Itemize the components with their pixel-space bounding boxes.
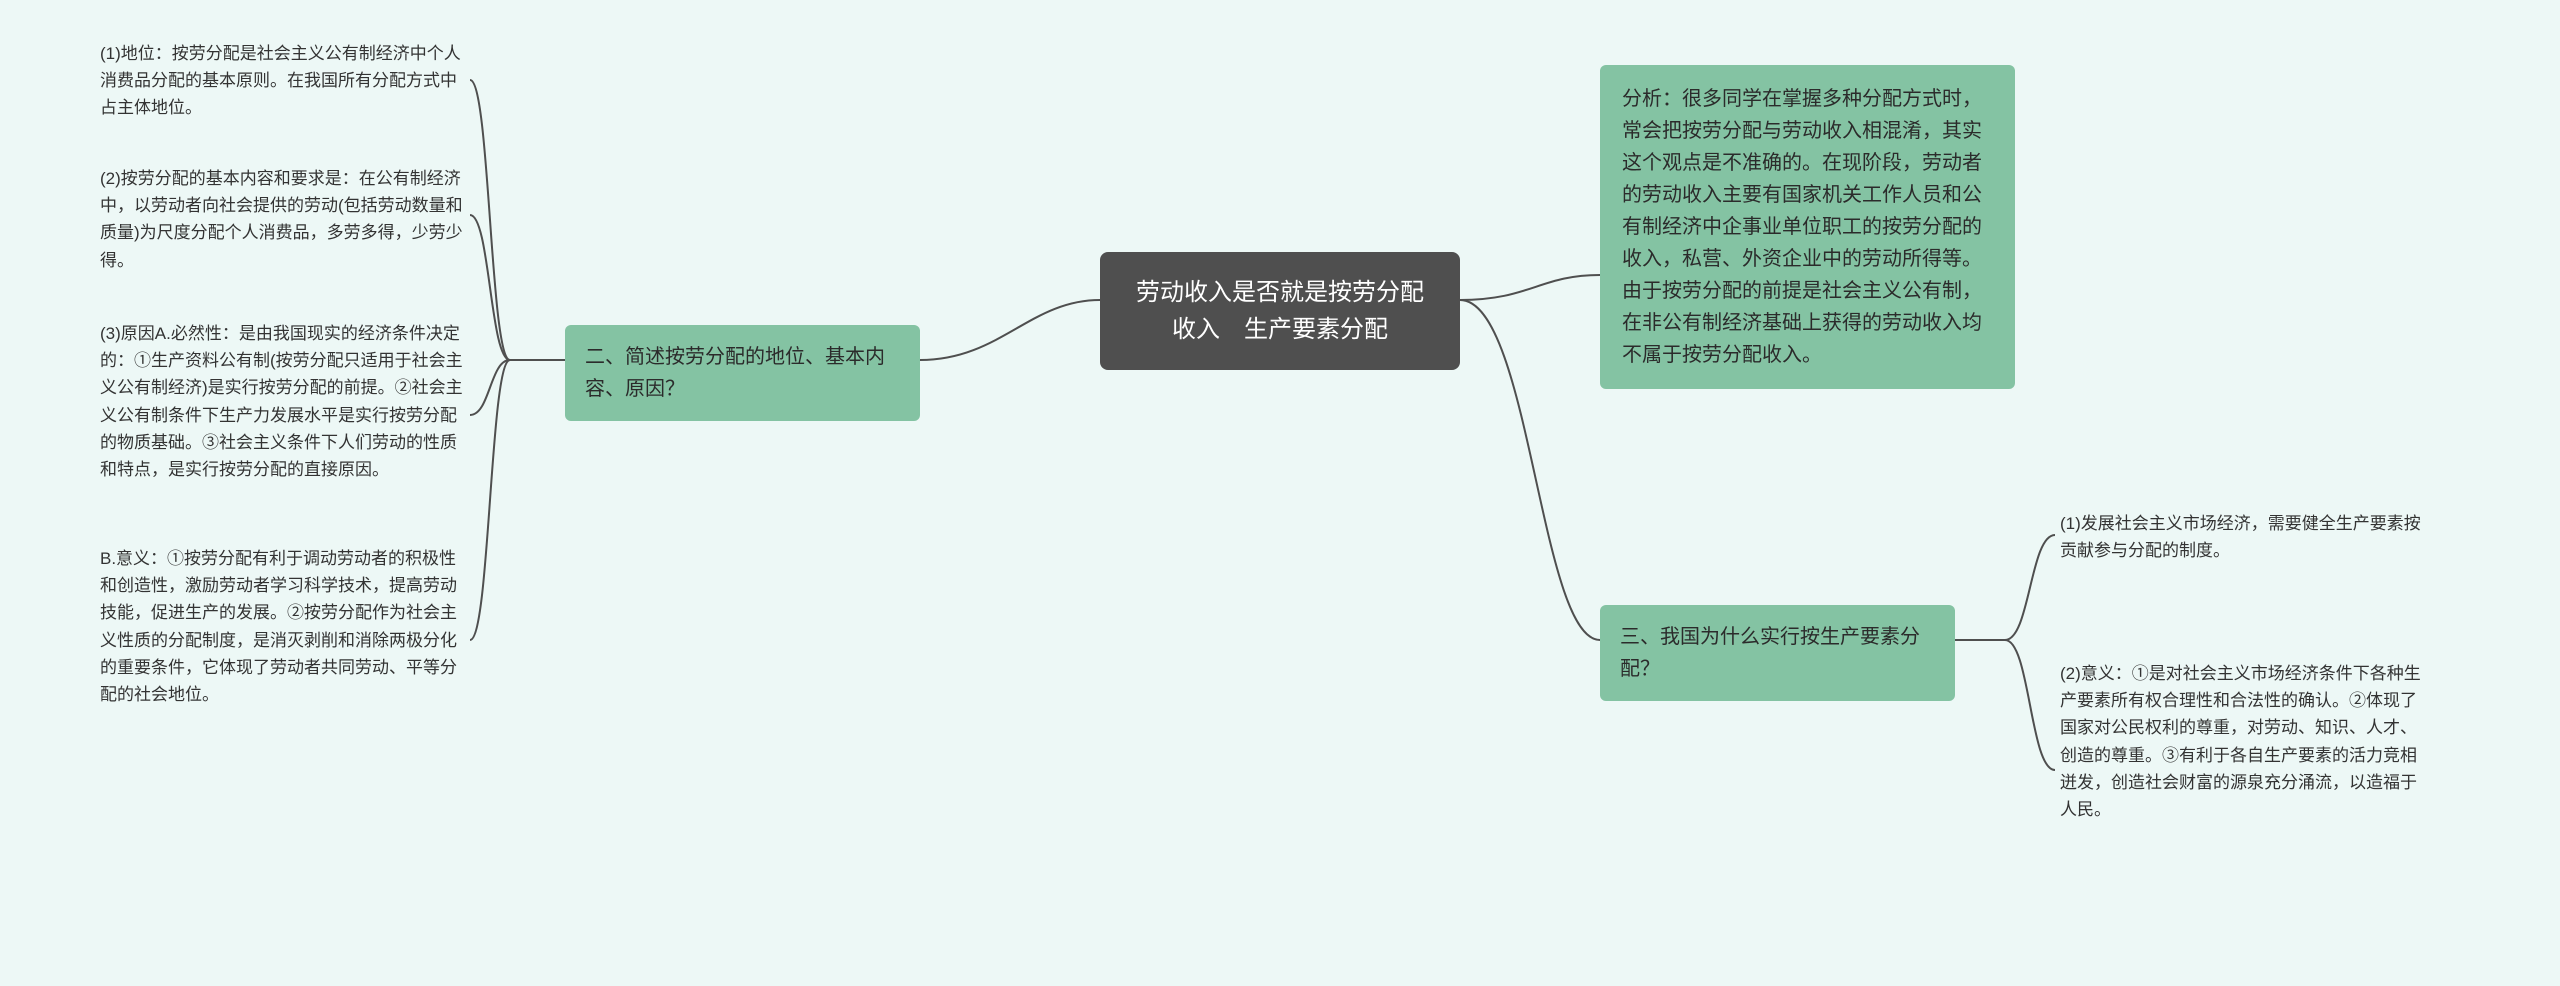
leaf-q2-2: (2)按劳分配的基本内容和要求是：在公有制经济中，以劳动者向社会提供的劳动(包括… [100, 165, 470, 274]
leaf-q2-3: (3)原因A.必然性：是由我国现实的经济条件决定的：①生产资料公有制(按劳分配只… [100, 320, 470, 483]
connectors [0, 0, 2560, 986]
branch-q2: 二、简述按劳分配的地位、基本内容、原因？ [565, 325, 920, 421]
leaf-q3-1: (1)发展社会主义市场经济，需要健全生产要素按贡献参与分配的制度。 [2060, 510, 2430, 564]
root-node: 劳动收入是否就是按劳分配收入 生产要素分配 [1100, 252, 1460, 370]
leaf-q3-2: (2)意义：①是对社会主义市场经济条件下各种生产要素所有权合理性和合法性的确认。… [2060, 660, 2430, 823]
branch-analysis: 分析：很多同学在掌握多种分配方式时，常会把按劳分配与劳动收入相混淆，其实这个观点… [1600, 65, 2015, 389]
leaf-q2-1: (1)地位：按劳分配是社会主义公有制经济中个人消费品分配的基本原则。在我国所有分… [100, 40, 470, 122]
leaf-q2-4: B.意义：①按劳分配有利于调动劳动者的积极性和创造性，激励劳动者学习科学技术，提… [100, 545, 470, 708]
branch-q3: 三、我国为什么实行按生产要素分配？ [1600, 605, 1955, 701]
